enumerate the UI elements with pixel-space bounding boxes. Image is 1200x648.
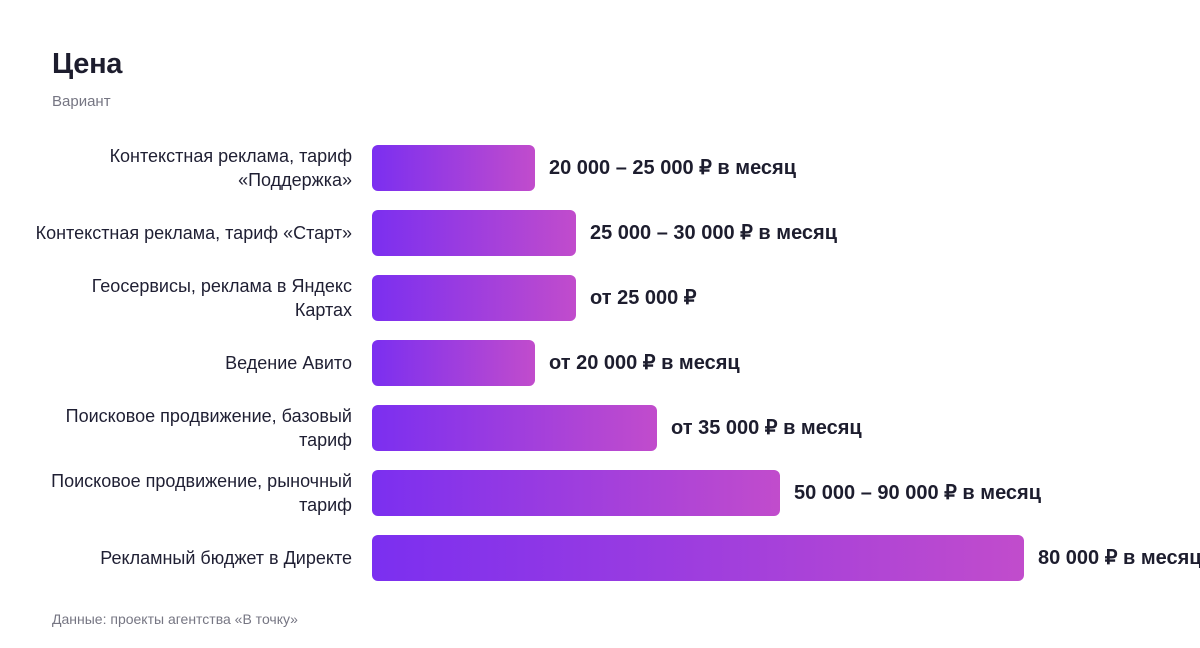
bar xyxy=(372,275,576,321)
category-label: Контекстная реклама, тариф «Поддержка» xyxy=(109,146,352,190)
value-label: от 25 000 ₽ xyxy=(590,287,697,309)
bar xyxy=(372,210,576,256)
chart-subtitle: Вариант xyxy=(52,93,111,110)
category-label: Рекламный бюджет в Директе xyxy=(100,548,352,568)
category-label: Поисковое продвижение, рыночный тариф xyxy=(51,471,352,515)
bar xyxy=(372,535,1024,581)
data-source-note: Данные: проекты агентства «В точку» xyxy=(52,611,298,627)
chart-title: Цена xyxy=(52,48,123,80)
value-label: 50 000 – 90 000 ₽ в месяц xyxy=(794,482,1042,504)
category-label: Ведение Авито xyxy=(225,353,352,373)
bar-row: Геосервисы, реклама в Яндекс Картах от 25… xyxy=(0,275,1200,321)
value-label: от 35 000 ₽ в месяц xyxy=(671,417,862,439)
value-label: от 20 000 ₽ в месяц xyxy=(549,352,740,374)
bar-row: Поисковое продвижение, базовый тариф от 3… xyxy=(0,405,1200,451)
bar xyxy=(372,340,535,386)
bar-row: Контекстная реклама, тариф «Старт» 25 000… xyxy=(0,210,1200,256)
bar-row: Ведение Авито от 20 000 ₽ в месяц xyxy=(0,340,1200,386)
bar-row: Рекламный бюджет в Директе 80 000 ₽ в мес… xyxy=(0,535,1200,581)
value-label: 25 000 – 30 000 ₽ в месяц xyxy=(590,222,838,244)
category-label: Геосервисы, реклама в Яндекс Картах xyxy=(91,276,352,320)
value-label: 80 000 ₽ в месяц xyxy=(1038,547,1200,569)
bar xyxy=(372,470,780,516)
category-label: Поисковое продвижение, базовый тариф xyxy=(65,406,352,450)
bar-row: Контекстная реклама, тариф «Поддержка» 20… xyxy=(0,145,1200,191)
bar xyxy=(372,145,535,191)
bar-row: Поисковое продвижение, рыночный тариф 50 … xyxy=(0,470,1200,516)
bar xyxy=(372,405,657,451)
value-label: 20 000 – 25 000 ₽ в месяц xyxy=(549,157,797,179)
category-label: Контекстная реклама, тариф «Старт» xyxy=(35,223,352,243)
